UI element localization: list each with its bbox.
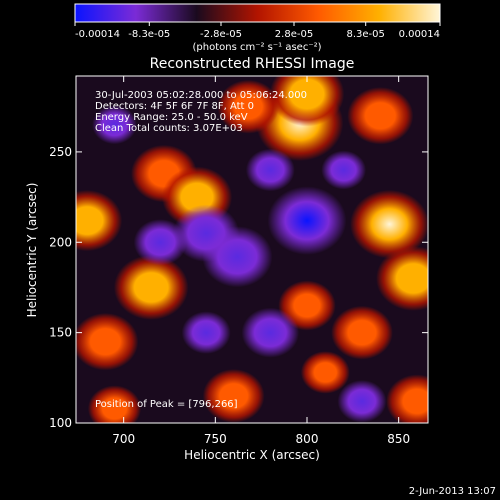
annotation-line: Energy Range: 25.0 - 50.0 keV [95,112,248,123]
heatmap-source [269,76,345,127]
heatmap-source [92,105,137,145]
heatmap-source [245,148,295,192]
y-tick-label: 100 [49,416,72,430]
colorbar-tick-label: 2.8e-05 [275,29,313,40]
heatmap-source [202,226,273,288]
heatmap-source [267,186,347,255]
timestamp: 2-Jun-2013 13:07 [409,486,496,497]
y-tick-label: 250 [49,145,72,159]
colorbar [74,3,441,23]
x-tick-label: 850 [387,432,410,446]
annotation-line: Detectors: 4F 5F 6F 7F 8F, Att 0 [95,101,254,112]
heatmap-source [321,150,367,190]
y-axis-label: Heliocentric Y (arcsec) [25,183,39,318]
x-tick-label: 750 [204,432,227,446]
heatmap-source [350,189,428,259]
colorbar-tick-label: -2.8e-05 [200,29,242,40]
chart-title: Reconstructed RHESSI Image [150,56,355,72]
heatmap-source [76,312,139,371]
y-tick-label: 150 [49,326,72,340]
heatmap-source [386,374,428,423]
heatmap-source [347,87,414,145]
heatmap-source [133,219,187,266]
heatmap-source [113,255,189,320]
annotation-line: 30-Jul-2003 05:02:28.000 to 05:06:24.000 [95,90,307,101]
colorbar-tick-label: -0.00014 [75,29,120,40]
axes: 700 750 800 850 100 150 200 250 [49,76,428,446]
heatmap-source [376,245,428,311]
x-tick-label: 800 [296,432,319,446]
annotation-line: Clean Total counts: 3.07E+03 [95,123,243,134]
heatmap-source [337,380,387,423]
colorbar-units: (photons cm⁻² s⁻¹ asec⁻²) [192,42,321,53]
x-axis-label: Heliocentric X (arcsec) [184,448,320,462]
colorbar-tick-label: -8.3e-05 [128,29,170,40]
plot-frame [75,75,429,424]
y-tick-label: 200 [49,235,72,249]
heatmap-source [331,305,393,360]
x-tick-label: 700 [112,432,135,446]
colorbar-ticks: -0.00014 -8.3e-05 -2.8e-05 2.8e-05 8.3e-05 0.… [74,22,441,40]
heatmap-source [217,79,280,134]
heatmap-image [76,76,428,423]
heatmap-source [202,369,265,423]
colorbar-tick-label: 8.3e-05 [347,29,385,40]
heatmap-source [241,307,300,358]
heatmap-source [76,190,123,252]
peak-annotation: Position of Peak = [796,266] [95,399,238,410]
heatmap-source [87,385,142,423]
heatmap-source [181,311,231,354]
annotation-block: 30-Jul-2003 05:02:28.000 to 05:06:24.000… [95,90,307,134]
colorbar-tick-label: 0.00014 [399,29,440,40]
heatmap-source [300,351,350,394]
